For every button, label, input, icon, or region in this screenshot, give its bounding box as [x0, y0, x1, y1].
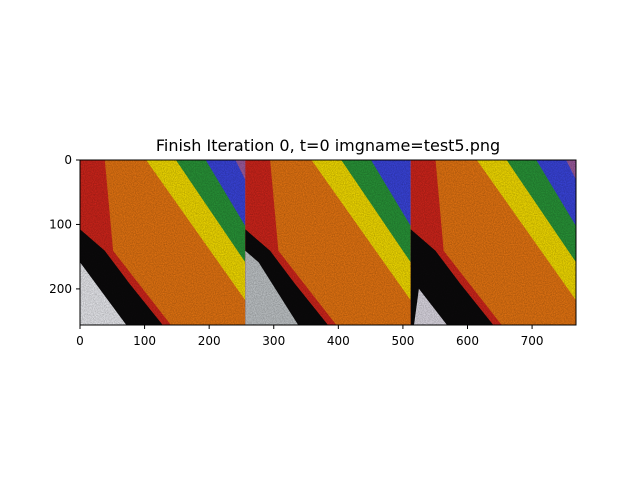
texture-overlay — [410, 160, 576, 325]
y-axis: 0 100 200 — [49, 153, 80, 296]
y-tick-label: 100 — [49, 217, 72, 231]
texture-overlay — [245, 160, 411, 325]
x-tick-label: 400 — [327, 334, 350, 348]
texture-overlay — [80, 160, 246, 325]
x-tick-label: 0 — [76, 334, 84, 348]
x-tick-label: 300 — [262, 334, 285, 348]
axes-frame — [79, 159, 577, 326]
x-tick-label: 600 — [456, 334, 479, 348]
image-area — [80, 160, 576, 325]
x-tick-label: 200 — [198, 334, 221, 348]
x-tick-label: 700 — [521, 334, 544, 348]
panel-2 — [245, 160, 411, 325]
x-tick-label: 500 — [391, 334, 414, 348]
figure-title: Finish Iteration 0, t=0 imgname=test5.pn… — [156, 136, 500, 155]
y-tick-label: 0 — [64, 153, 72, 167]
x-tick-label: 100 — [133, 334, 156, 348]
y-tick-label: 200 — [49, 282, 72, 296]
panel-3 — [410, 160, 576, 325]
x-axis: 0 100 200 300 400 500 600 700 — [76, 325, 544, 348]
panel-1 — [80, 160, 246, 325]
